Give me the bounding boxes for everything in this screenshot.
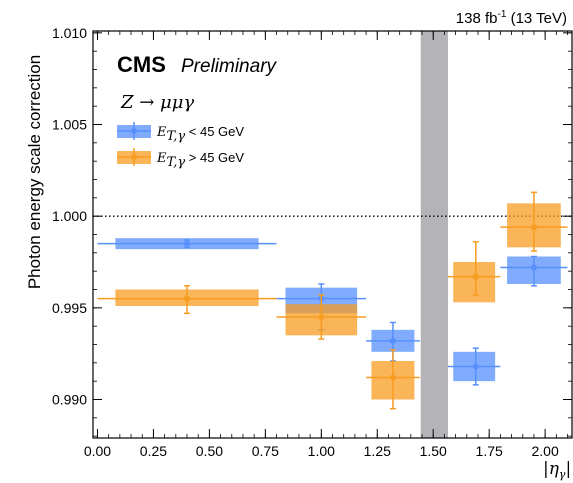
legend-label: ET,γ < 45 GeV [156, 124, 244, 144]
data-point [184, 295, 191, 302]
x-tick-label: 0.50 [196, 443, 223, 459]
legend-swatch-marker [131, 154, 137, 160]
y-tick-label: 1.000 [52, 208, 87, 224]
experiment-label: CMS [117, 52, 166, 77]
y-axis-title: Photon energy scale correction [25, 55, 44, 289]
data-point [389, 374, 396, 381]
x-tick-label: 2.00 [532, 443, 559, 459]
x-axis-title: |ηγ| [543, 459, 571, 481]
data-point [472, 273, 479, 280]
data-point [389, 337, 396, 344]
y-tick-label: 1.005 [52, 117, 87, 133]
data-marks [97, 191, 568, 410]
data-point [472, 363, 479, 370]
x-tick-label: 0.25 [140, 443, 167, 459]
y-tick-label: 0.990 [52, 392, 87, 408]
y-tick-label: 1.010 [52, 25, 87, 41]
x-tick-label: 1.75 [476, 443, 503, 459]
data-point [318, 314, 325, 320]
y-tick-label: 0.995 [52, 300, 87, 316]
data-point [530, 224, 537, 231]
legend: ET,γ < 45 GeV ET,γ > 45 GeV [117, 122, 244, 170]
legend-label: ET,γ > 45 GeV [156, 150, 244, 170]
legend-swatch-marker [131, 128, 137, 134]
axis-ticks: 0.00 0.25 0.50 0.75 1.00 1.25 1.50 1.75 2.00 0.99… [52, 25, 572, 459]
data-point [184, 240, 191, 247]
excluded-eta-band [420, 31, 448, 438]
x-tick-label: 0.75 [252, 443, 279, 459]
uncertainty-box [453, 262, 496, 303]
process-label: Z → μμγ [120, 92, 194, 113]
luminosity-label: 138 fb-1 (13 TeV) [456, 9, 567, 27]
data-point [530, 264, 537, 271]
status-label: Preliminary [181, 56, 278, 77]
x-tick-label: 1.25 [364, 443, 391, 459]
x-tick-label: 1.00 [308, 443, 335, 459]
x-tick-label: 1.50 [420, 443, 447, 459]
x-tick-label: 0.00 [84, 443, 111, 459]
